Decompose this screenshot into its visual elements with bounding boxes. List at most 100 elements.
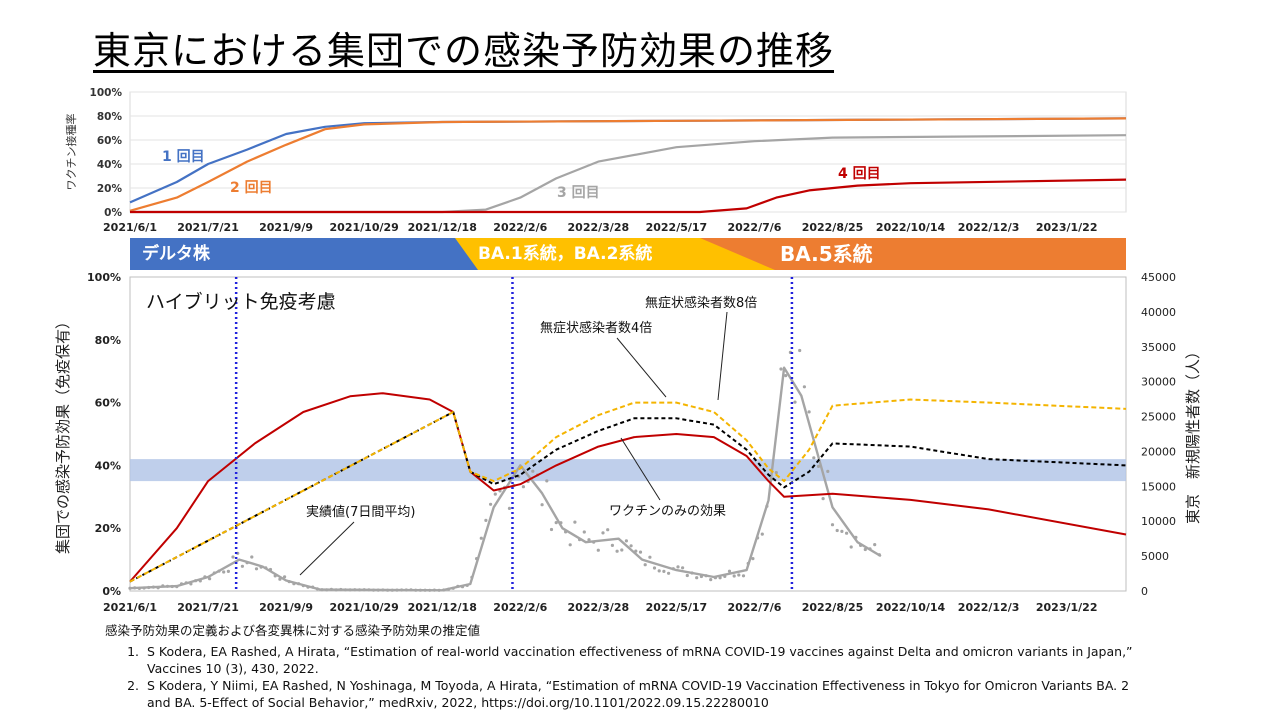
daily-case-point <box>587 538 591 542</box>
daily-case-point <box>283 575 287 579</box>
main-y-tick-label: 80% <box>95 334 121 347</box>
top-y-tick-label: 60% <box>97 135 123 147</box>
top-series-4 <box>130 178 1127 214</box>
top-x-tick-label: 2021/10/29 <box>330 221 399 234</box>
top-x-tick-label: 2022/5/17 <box>646 221 708 234</box>
daily-case-point <box>638 550 643 554</box>
daily-case-point <box>727 569 732 573</box>
main-y2-tick-label: 5000 <box>1141 550 1169 563</box>
top-x-tick-label: 2022/2/6 <box>493 221 547 234</box>
x4-leader <box>616 337 667 398</box>
callout-leaders <box>299 311 728 576</box>
top-x-ticks: 2021/6/1 2021/7/21 2021/9/9 2021/10/29 2021/… <box>103 221 1097 234</box>
dose1-label: 1 回目 <box>162 149 205 165</box>
daily-case-point <box>830 523 835 527</box>
daily-case-point <box>620 548 624 552</box>
daily-case-point <box>507 506 511 510</box>
reference-lines <box>234 277 794 591</box>
daily-case-point <box>549 527 554 532</box>
top-x-tick-label: 2022/10/14 <box>876 221 946 234</box>
daily-case-point <box>629 544 633 548</box>
daily-case-point <box>545 479 549 483</box>
daily-case-point <box>840 529 844 534</box>
daily-case-point <box>615 549 619 553</box>
actual-leader <box>299 521 355 576</box>
top-y-ticks: 0% 20% 40% 60% 80% 100% <box>90 87 123 219</box>
main-x-tick-label: 2021/9/9 <box>259 601 313 614</box>
main-x-tick-label: 2022/8/25 <box>802 601 864 614</box>
daily-case-point <box>484 518 488 523</box>
top-x-tick-label: 2021/6/1 <box>103 221 157 234</box>
daily-case-point <box>812 456 816 460</box>
top-x-tick-label: 2021/7/21 <box>177 221 239 234</box>
daily-case-point <box>596 548 600 552</box>
reference-1: S Kodera, EA Rashed, A Hirata, “Estimati… <box>143 643 1145 677</box>
main-x-tick-label: 2022/5/17 <box>646 601 708 614</box>
series-x8 <box>129 398 1127 583</box>
footer-heading: 感染予防効果の定義および各変異株に対する感染予防効果の推定値 <box>105 623 481 638</box>
daily-case-point <box>226 569 230 574</box>
footer: 感染予防効果の定義および各変異株に対する感染予防効果の推定値 S Kodera,… <box>105 622 1145 711</box>
daily-case-point <box>657 569 661 573</box>
variant-label-ba12: BA.1系統，BA.2系統 <box>478 243 652 264</box>
reference-2: S Kodera, Y Niimi, EA Rashed, N Yoshinag… <box>143 677 1145 711</box>
daily-case-point <box>489 502 493 506</box>
main-x-tick-label: 2021/12/18 <box>408 601 477 614</box>
main-plot-area <box>129 276 1127 592</box>
daily-case-point <box>807 410 811 414</box>
variant-label-ba5: BA.5系統 <box>780 242 873 266</box>
top-y-tick-label: 100% <box>90 87 123 99</box>
main-y2-ticks: 0 5000 10000 15000 20000 25000 30000 35000 40000… <box>1141 271 1176 598</box>
x8-label: 無症状感染者数8倍 <box>645 295 757 311</box>
main-y-tick-label: 100% <box>87 271 121 284</box>
main-y2-tick-label: 10000 <box>1141 515 1176 528</box>
daily-case-point <box>779 367 783 371</box>
main-y-axis-label: 集団での感染予防効果（免疫保有） <box>54 314 72 554</box>
daily-case-point <box>741 574 746 578</box>
main-y-tick-label: 60% <box>95 397 121 410</box>
series-vaccine-only <box>129 392 1127 583</box>
daily-case-point <box>568 543 572 547</box>
top-series-lines <box>129 117 1127 214</box>
daily-case-point <box>582 530 586 534</box>
daily-case-point <box>479 536 483 540</box>
daily-case-point <box>554 521 558 525</box>
main-x-tick-label: 2021/6/1 <box>103 601 157 614</box>
top-x-tick-label: 2022/12/3 <box>958 221 1020 234</box>
main-y2-axis-label: 東京 新規陽性者数（人） <box>1184 344 1202 524</box>
main-y2-tick-label: 40000 <box>1141 306 1176 319</box>
daily-case-point <box>254 567 259 571</box>
daily-case-point <box>816 464 821 468</box>
daily-case-point <box>685 573 689 578</box>
main-x-tick-label: 2023/1/22 <box>1036 601 1098 614</box>
actual-label: 実績値(7日間平均) <box>306 504 415 520</box>
daily-case-point <box>240 564 244 568</box>
main-y2-tick-label: 25000 <box>1141 411 1176 424</box>
daily-case-point <box>662 569 666 574</box>
daily-case-point <box>573 520 577 524</box>
series-actual-cases <box>129 366 882 592</box>
daily-case-point <box>784 374 788 378</box>
main-y2-tick-label: 0 <box>1141 585 1148 598</box>
daily-case-point <box>835 528 839 533</box>
x8-leader <box>717 311 728 401</box>
daily-case-point <box>737 573 741 577</box>
top-y-tick-label: 0% <box>104 207 122 219</box>
main-y2-tick-label: 35000 <box>1141 341 1176 354</box>
daily-case-point <box>231 555 235 559</box>
main-y2-tick-label: 30000 <box>1141 376 1176 389</box>
daily-case-point <box>751 557 755 561</box>
vaccine-only-leader <box>620 437 661 501</box>
top-series-2 <box>129 117 1127 212</box>
daily-case-point <box>821 497 825 501</box>
daily-case-point <box>531 469 535 473</box>
daily-case-point <box>845 531 849 535</box>
reference-band <box>130 459 1126 482</box>
main-x-tick-label: 2022/12/3 <box>958 601 1020 614</box>
dose4-label: 4 回目 <box>838 166 881 182</box>
daily-case-point <box>652 566 657 570</box>
daily-case-point <box>681 566 685 570</box>
dose2-label: 2 回目 <box>230 180 273 196</box>
daily-case-point <box>493 492 497 496</box>
daily-case-point <box>873 543 877 547</box>
